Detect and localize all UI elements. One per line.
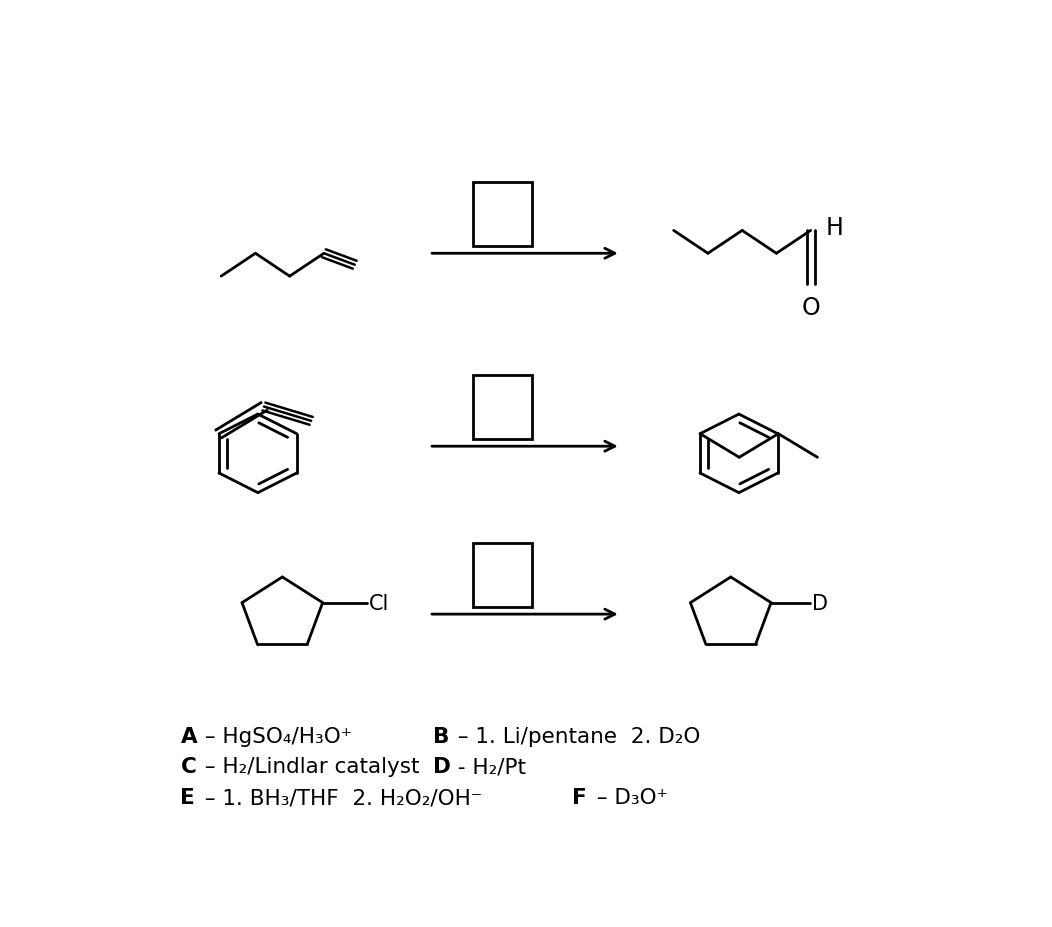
Text: E: E xyxy=(181,787,196,807)
Text: D: D xyxy=(433,756,451,777)
Text: – 1. BH₃/THF  2. H₂O₂/OH⁻: – 1. BH₃/THF 2. H₂O₂/OH⁻ xyxy=(199,787,483,807)
Text: – HgSO₄/H₃O⁺: – HgSO₄/H₃O⁺ xyxy=(199,726,352,746)
Text: – 1. Li/pentane  2. D₂O: – 1. Li/pentane 2. D₂O xyxy=(451,726,701,746)
Text: A: A xyxy=(181,726,197,746)
Text: – H₂/Lindlar catalyst: – H₂/Lindlar catalyst xyxy=(199,756,420,777)
Text: B: B xyxy=(433,726,449,746)
Text: Cl: Cl xyxy=(369,593,389,613)
Text: O: O xyxy=(802,296,820,320)
Text: – D₃O⁺: – D₃O⁺ xyxy=(590,787,668,807)
Bar xyxy=(473,375,532,439)
Text: - H₂/Pt: - H₂/Pt xyxy=(451,756,526,777)
Bar xyxy=(473,543,532,607)
Bar xyxy=(473,183,532,247)
Text: C: C xyxy=(181,756,197,777)
Text: D: D xyxy=(812,593,828,613)
Text: F: F xyxy=(572,787,587,807)
Text: H: H xyxy=(826,216,844,239)
